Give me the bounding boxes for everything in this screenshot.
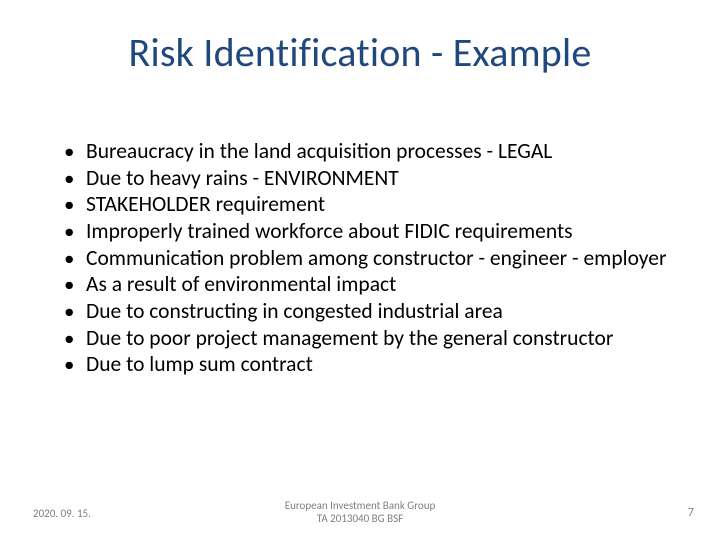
bullet-list: Bureaucracy in the land acquisition proc…	[58, 138, 668, 378]
footer-center: European Investment Bank Group TA 201304…	[0, 499, 720, 527]
list-item: Due to heavy rains - ENVIRONMENT	[58, 165, 668, 192]
footer-center-line2: TA 2013040 BG BSF	[317, 512, 403, 525]
list-item: Communication problem among constructor …	[58, 245, 668, 272]
list-item: As a result of environmental impact	[58, 271, 668, 298]
list-item: Due to poor project management by the ge…	[58, 325, 668, 352]
slide: Risk Identification - Example Bureaucrac…	[0, 0, 720, 540]
list-item: STAKEHOLDER requirement	[58, 191, 668, 218]
list-item: Due to lump sum contract	[58, 351, 668, 378]
list-item: Bureaucracy in the land acquisition proc…	[58, 138, 668, 165]
slide-body: Bureaucracy in the land acquisition proc…	[58, 138, 668, 378]
list-item: Due to constructing in congested industr…	[58, 298, 668, 325]
footer-center-line1: European Investment Bank Group	[285, 499, 436, 512]
slide-title: Risk Identification - Example	[0, 28, 720, 77]
slide-footer: 2020. 09. 15. European Investment Bank G…	[0, 492, 720, 526]
footer-page-number: 7	[688, 506, 694, 520]
list-item: Improperly trained workforce about FIDIC…	[58, 218, 668, 245]
